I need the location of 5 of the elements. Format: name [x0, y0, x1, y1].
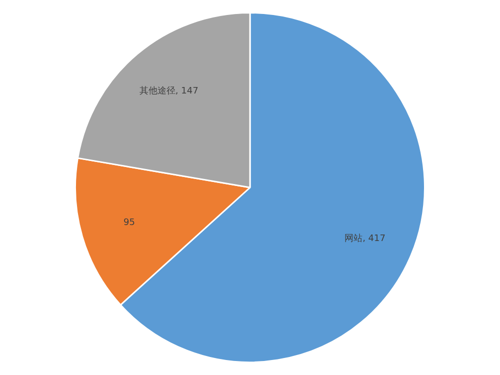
data-label: , 417 [362, 234, 386, 244]
data-label: 95 [123, 218, 135, 228]
data-label: , 147 [175, 86, 198, 97]
slice-label: 其他途径 [139, 86, 176, 97]
slice-label: 网站 [344, 232, 363, 244]
